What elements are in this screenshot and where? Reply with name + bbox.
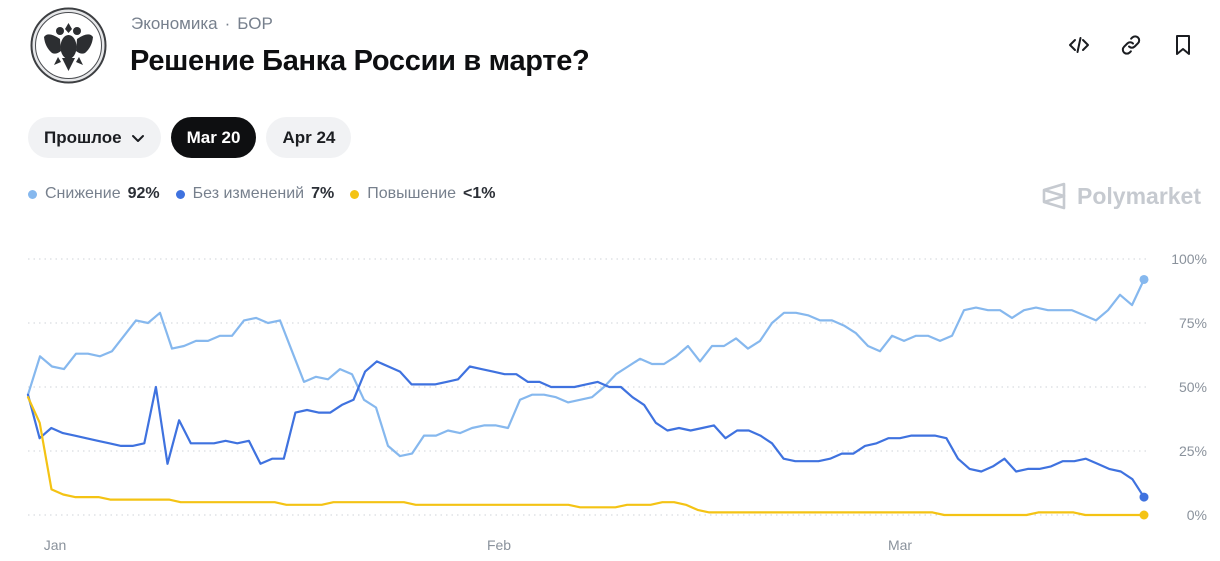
bookmark-icon [1176,35,1190,55]
series-line-0 [26,278,1146,458]
category-link[interactable]: Экономика [131,14,218,33]
probability-line-chart: 100% 75% 50% 25% 0% Jan Feb Mar [26,251,1207,553]
page-title: Решение Банка России в марте? [130,45,590,77]
brand-name: Polymarket [1077,182,1202,209]
past-label: Прошлое [44,127,122,147]
y-tick-label: 25% [1179,443,1207,459]
date-filter-group: Прошлое Mar 20 Apr 24 [28,117,352,158]
legend-item-no-change: Без изменений 7% [175,185,335,203]
legend-item-decrease: Снижение 92% [28,185,160,203]
legend-value: 7% [311,185,335,202]
bookmark-button[interactable] [1170,32,1196,58]
breadcrumb-separator: · [224,14,231,33]
legend-dot [350,189,360,199]
subcategory-link[interactable]: БОР [237,14,273,33]
bank-of-russia-eagle-icon [30,7,107,84]
copy-link-button[interactable] [1118,32,1144,58]
y-tick-label: 100% [1171,251,1207,267]
link-icon [1121,35,1141,55]
legend-value: 92% [127,185,160,202]
legend-dot [28,189,37,199]
polymarket-logo-icon [1042,182,1066,210]
legend-item-increase: Повышение <1% [350,185,496,203]
breadcrumb: Экономика · БОР [131,14,273,34]
legend-name: Повышение [367,185,457,202]
series-end-point-0 [1139,274,1149,284]
y-tick-label: 50% [1179,379,1207,395]
x-tick-label: Feb [487,537,511,553]
polymarket-watermark: Polymarket [1040,181,1201,211]
header-actions [1066,32,1196,58]
series-end-point-1 [1139,492,1149,502]
chart-legend: Снижение 92% Без изменений 7% Повышение … [28,185,496,203]
legend-dot [175,189,185,199]
series-line-1 [26,360,1146,499]
x-tick-label: Mar [888,537,912,553]
series-line-2 [26,396,1146,517]
y-tick-label: 0% [1187,507,1207,523]
chevron-down-icon [131,131,145,145]
code-icon [1069,37,1089,53]
date-tab-mar20[interactable]: Mar 20 [170,117,257,158]
legend-name: Снижение [45,185,121,202]
embed-button[interactable] [1066,32,1092,58]
y-tick-label: 75% [1179,315,1207,331]
series-end-point-2 [1139,510,1149,520]
x-tick-label: Jan [44,537,67,553]
past-dropdown[interactable]: Прошлое [28,117,161,158]
legend-name: Без изменений [192,185,305,202]
date-tab-apr24[interactable]: Apr 24 [266,117,352,158]
legend-value: <1% [463,185,496,202]
